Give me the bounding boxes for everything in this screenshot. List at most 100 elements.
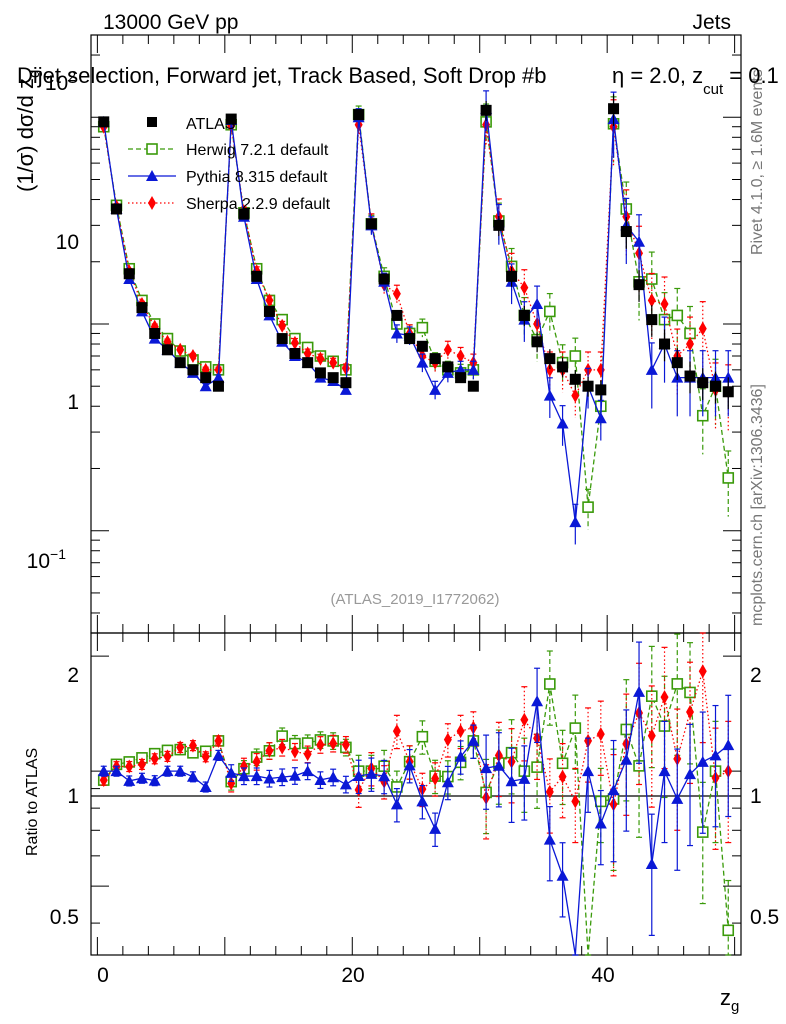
pythia-point — [416, 356, 429, 368]
atlas-point — [480, 104, 492, 116]
legend-atlas-label: ATLAS — [186, 116, 236, 133]
sherpa-ratio-point — [456, 724, 465, 739]
atlas-point — [442, 361, 454, 373]
herwig-ratio-point — [722, 924, 735, 937]
y-axis-label-main: (1/σ) dσ/d zg — [13, 70, 43, 192]
sherpa-ratio-point — [520, 712, 529, 727]
pythia-ratio-point — [671, 792, 684, 804]
atlas-point — [531, 336, 543, 348]
pythia-ratio-point — [390, 798, 403, 810]
atlas-point — [378, 273, 390, 285]
legend-sherpa-label: Sherpa 2.2.9 default — [186, 196, 331, 213]
pythia-ratio-point — [543, 833, 556, 845]
atlas-point — [608, 103, 620, 115]
atlas-point — [263, 305, 275, 317]
sherpa-point — [290, 335, 299, 350]
atlas-point — [455, 372, 467, 384]
atlas-point — [187, 364, 199, 376]
x-axis-ticks — [96, 35, 736, 955]
pythia-ratio-point — [186, 770, 199, 782]
sherpa-ratio-point — [647, 728, 656, 743]
atlas-point — [340, 377, 352, 389]
pythia-ratio-point — [237, 770, 250, 782]
atlas-point — [110, 203, 122, 215]
pythia-point — [199, 380, 212, 392]
atlas-point — [353, 109, 365, 121]
atlas-point — [429, 353, 441, 365]
pythia-point — [390, 327, 403, 339]
pythia-ratio-point — [429, 822, 442, 834]
herwig-ratio-point — [416, 730, 429, 743]
atlas-point — [200, 372, 212, 384]
sherpa-ratio-point — [329, 736, 338, 751]
herwig-ratio-point — [684, 686, 696, 699]
atlas-point — [633, 279, 645, 291]
sherpa-point — [329, 355, 338, 370]
herwig-point — [722, 472, 735, 484]
x-axis-label: zg — [720, 985, 739, 1015]
atlas-point — [493, 219, 505, 231]
atlas-point — [327, 372, 339, 384]
analysis-id: (ATLAS_2019_I1772062) — [330, 591, 499, 608]
pythia-point — [722, 371, 735, 383]
pythia-ratio-point — [225, 766, 238, 778]
atlas-point — [582, 380, 594, 392]
atlas-point — [391, 309, 403, 321]
pythia-ratio-point — [416, 795, 429, 807]
sherpa-ratio-point — [443, 732, 452, 747]
herwig-point — [671, 309, 684, 322]
legend-sherpa-marker — [148, 196, 156, 210]
pythia-point — [594, 412, 607, 424]
ratio-axis-ticks — [91, 655, 741, 924]
sherpa-ratio-point — [660, 690, 669, 705]
sherpa-ratio-point — [316, 737, 325, 752]
sherpa-point — [392, 286, 401, 301]
rivet-label: Rivet 4.1.0, ≥ 1.6M events — [749, 69, 766, 255]
pythia-point — [556, 417, 569, 429]
sherpa-ratio-point — [214, 733, 223, 748]
pythia-ratio-point — [709, 749, 722, 761]
series-herwig — [97, 96, 735, 956]
sherpa-ratio-point — [227, 776, 236, 791]
pythia-ratio-point — [492, 759, 505, 771]
sherpa-point — [660, 296, 669, 311]
atlas-point — [569, 373, 581, 385]
pythia-ratio-point — [276, 771, 289, 783]
legend-herwig-marker — [146, 143, 158, 155]
ytick-main-0.1: 10−1 — [27, 546, 67, 573]
ytick-main-10: 10 — [56, 231, 79, 254]
pythia-ratio-point — [212, 749, 225, 761]
atlas-point — [416, 340, 428, 352]
pythia-ratio-point — [684, 768, 697, 780]
sherpa-point — [545, 362, 554, 377]
pythia-ratio-point — [123, 774, 136, 786]
sherpa-ratio-point — [698, 664, 707, 679]
atlas-point — [276, 333, 288, 345]
pythia-ratio-point — [441, 776, 454, 788]
sherpa-ratio-point — [188, 738, 197, 753]
pythia-ratio-point — [378, 770, 391, 782]
collision-label: 13000 GeV pp — [103, 11, 238, 34]
herwig-point — [582, 501, 594, 513]
sherpa-point — [698, 321, 707, 336]
pythia-ratio-point — [97, 765, 110, 777]
jets-label: Jets — [692, 11, 731, 34]
sherpa-point — [316, 351, 325, 366]
sherpa-point — [188, 349, 197, 364]
plot-title: Dijet selection, Forward jet, Track Base… — [17, 63, 779, 98]
atlas-point — [544, 353, 556, 365]
atlas-point — [174, 357, 186, 369]
herwig-point — [569, 350, 582, 362]
ytick-ratio-1-right: 1 — [750, 785, 762, 808]
pythia-ratio-point — [365, 767, 378, 779]
sherpa-ratio-point — [176, 740, 185, 755]
sherpa-ratio-point — [163, 749, 172, 764]
pythia-ratio-point — [288, 769, 301, 781]
pythia-ratio-point — [339, 778, 352, 790]
atlas-point — [225, 113, 237, 125]
atlas-point — [123, 268, 135, 280]
pythia-point — [467, 363, 480, 375]
pythia-point — [531, 297, 544, 309]
sherpa-ratio-point — [150, 751, 159, 766]
